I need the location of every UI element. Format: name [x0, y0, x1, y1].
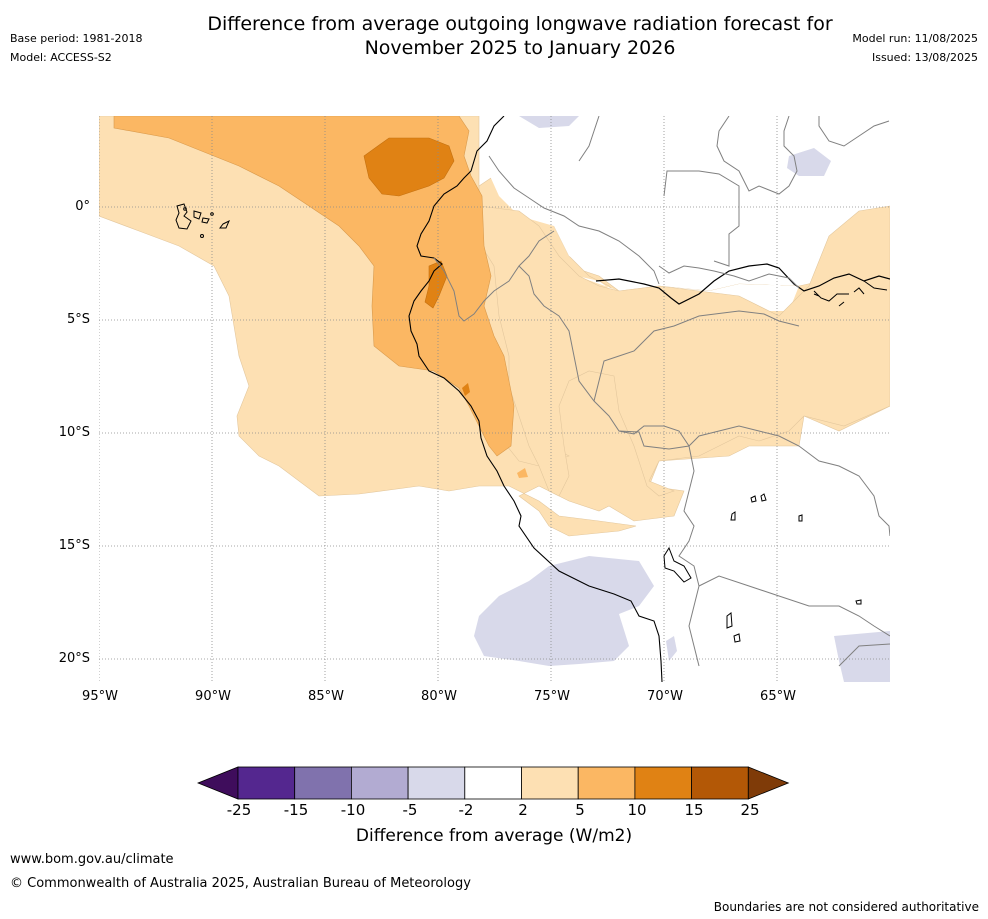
amazon-tributary: [863, 280, 888, 291]
colorbar-extend-low: [196, 766, 239, 800]
colorbar-tick-2: 2: [518, 801, 528, 819]
olr-anomaly-negative-pacific: [474, 556, 654, 666]
copyright-text: © Commonwealth of Australia 2025, Austra…: [10, 876, 471, 891]
colorbar-swatch: [407, 766, 466, 800]
colorbar: [196, 766, 793, 804]
colorbar-swatch: [577, 766, 636, 800]
coastline-details: [813, 287, 865, 307]
lat-label-0: 0°: [75, 199, 90, 214]
model-run-label: Model run: 11/08/2025: [852, 32, 978, 45]
colorbar-swatch: [464, 766, 522, 800]
lon-label-65w: 65°W: [760, 689, 796, 704]
map-canvas: [98, 115, 891, 683]
colorbar-swatch: [521, 766, 579, 800]
colorbar-tick-neg15: -15: [283, 801, 309, 819]
colorbar-swatch: [634, 766, 692, 800]
country-borders: [433, 115, 891, 667]
map-title-line2: November 2025 to January 2026: [364, 37, 676, 59]
colorbar-tick-neg10: -10: [340, 801, 366, 819]
lon-label-95w: 95°W: [82, 689, 118, 704]
issued-label: Issued: 13/08/2025: [871, 51, 978, 64]
lake-titicaca: [663, 493, 862, 643]
colorbar-tick-25: 25: [740, 801, 760, 819]
colorbar-title: Difference from average (W/m2): [355, 826, 633, 846]
galapagos-islands: [175, 203, 230, 238]
lon-label-70w: 70°W: [647, 689, 683, 704]
olr-anomaly-5-10-small: [517, 468, 528, 478]
lon-label-85w: 85°W: [308, 689, 344, 704]
olr-anomaly-negative-northeast: [787, 148, 831, 176]
south-america-coastline: [408, 115, 663, 683]
colorbar-swatch: [350, 766, 409, 800]
lat-label-10s: 10°S: [58, 425, 90, 440]
amazon-river: [595, 263, 891, 305]
colorbar-swatch: [237, 766, 296, 800]
olr-anomaly-negative-north: [519, 116, 579, 128]
colorbar-tick-neg2: -2: [458, 801, 474, 819]
olr-anomaly-10-15-small: [462, 383, 470, 396]
olr-anomaly-5-10: [113, 115, 515, 457]
map-panel: [98, 115, 891, 683]
olr-anomaly-negative-inland: [666, 636, 677, 661]
map-title-line1: Difference from average outgoing longwav…: [207, 13, 833, 35]
map-title: Difference from average outgoing longwav…: [0, 12, 988, 60]
lat-label-20s: 20°S: [58, 651, 90, 666]
colorbar-swatch: [691, 766, 749, 800]
website-link[interactable]: www.bom.gov.au/climate: [10, 852, 174, 867]
colorbar-tick-neg25: -25: [226, 801, 252, 819]
lon-label-80w: 80°W: [421, 689, 457, 704]
olr-anomaly-10-15-north: [363, 137, 455, 197]
colorbar-tick-10: 10: [627, 801, 647, 819]
colorbar-swatches: [196, 766, 790, 800]
boundaries-disclaimer: Boundaries are not considered authoritat…: [713, 900, 979, 914]
lat-label-5s: 5°S: [66, 312, 90, 327]
colorbar-swatch: [294, 766, 352, 800]
colorbar-tick-neg5: -5: [402, 801, 418, 819]
colorbar-tick-5: 5: [575, 801, 585, 819]
colorbar-extend-high: [747, 766, 790, 800]
lon-label-90w: 90°W: [195, 689, 231, 704]
base-period-label: Base period: 1981-2018: [10, 32, 143, 45]
lat-label-15s: 15°S: [58, 538, 90, 553]
olr-anomaly-negative-southeast: [834, 631, 890, 682]
lon-label-75w: 75°W: [534, 689, 570, 704]
graticule: [98, 116, 890, 682]
model-label: Model: ACCESS-S2: [10, 51, 112, 64]
colorbar-tick-15: 15: [684, 801, 704, 819]
